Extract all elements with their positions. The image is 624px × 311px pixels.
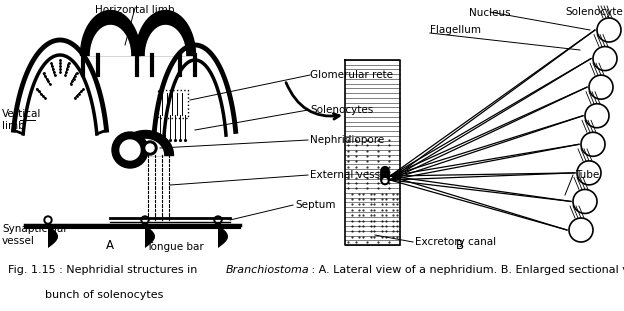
Text: Septum: Septum — [295, 200, 336, 210]
Circle shape — [381, 169, 389, 178]
Text: Flagellum: Flagellum — [430, 25, 481, 35]
Circle shape — [383, 169, 387, 173]
Text: Nephridiopore: Nephridiopore — [310, 135, 384, 145]
Circle shape — [581, 132, 605, 156]
Circle shape — [593, 47, 617, 71]
Polygon shape — [218, 225, 228, 248]
Polygon shape — [48, 225, 58, 248]
Text: External vessel: External vessel — [310, 170, 389, 180]
Circle shape — [46, 218, 50, 222]
Bar — [158, 90, 188, 118]
Circle shape — [112, 132, 148, 168]
Circle shape — [381, 167, 389, 174]
Circle shape — [383, 174, 387, 178]
Text: Branchiostoma: Branchiostoma — [226, 265, 310, 275]
Text: : A. Lateral view of a nephridium. B. Enlarged sectional view of: : A. Lateral view of a nephridium. B. En… — [308, 265, 624, 275]
Circle shape — [381, 175, 389, 183]
Circle shape — [383, 176, 387, 180]
Text: Nucleus: Nucleus — [469, 8, 511, 18]
Circle shape — [381, 177, 389, 185]
Text: Excretory canal: Excretory canal — [415, 237, 496, 247]
Polygon shape — [145, 225, 155, 248]
Circle shape — [383, 177, 387, 181]
Text: Tube: Tube — [575, 170, 599, 180]
Circle shape — [383, 179, 387, 183]
Circle shape — [381, 172, 389, 180]
Text: bunch of solenocytes: bunch of solenocytes — [45, 290, 163, 300]
Circle shape — [585, 104, 609, 128]
Text: Solenocytes: Solenocytes — [310, 105, 373, 115]
Circle shape — [120, 140, 140, 160]
Circle shape — [381, 171, 389, 179]
Text: B: B — [456, 239, 464, 252]
Text: Solenocyte: Solenocyte — [565, 7, 623, 17]
Circle shape — [383, 170, 387, 174]
Text: Horizontal limb: Horizontal limb — [95, 5, 175, 15]
Circle shape — [597, 18, 621, 42]
Text: Vertical
limb: Vertical limb — [2, 109, 41, 131]
Text: Tongue bar: Tongue bar — [146, 242, 204, 252]
Circle shape — [214, 216, 222, 224]
Circle shape — [383, 171, 387, 175]
Text: A: A — [106, 239, 114, 252]
Circle shape — [141, 216, 149, 224]
Circle shape — [589, 75, 613, 99]
Text: Synapticular
vessel: Synapticular vessel — [2, 224, 67, 246]
Circle shape — [569, 218, 593, 242]
Text: Fig. 1.15 : Nephridial structures in: Fig. 1.15 : Nephridial structures in — [8, 265, 201, 275]
Circle shape — [577, 161, 601, 185]
Circle shape — [143, 141, 157, 155]
Circle shape — [143, 218, 147, 222]
Circle shape — [216, 218, 220, 222]
Circle shape — [381, 174, 389, 182]
Text: Glomerular rete: Glomerular rete — [310, 70, 393, 80]
Circle shape — [44, 216, 52, 224]
Circle shape — [383, 173, 387, 177]
Circle shape — [146, 144, 154, 152]
Circle shape — [381, 168, 389, 176]
Circle shape — [573, 189, 597, 213]
